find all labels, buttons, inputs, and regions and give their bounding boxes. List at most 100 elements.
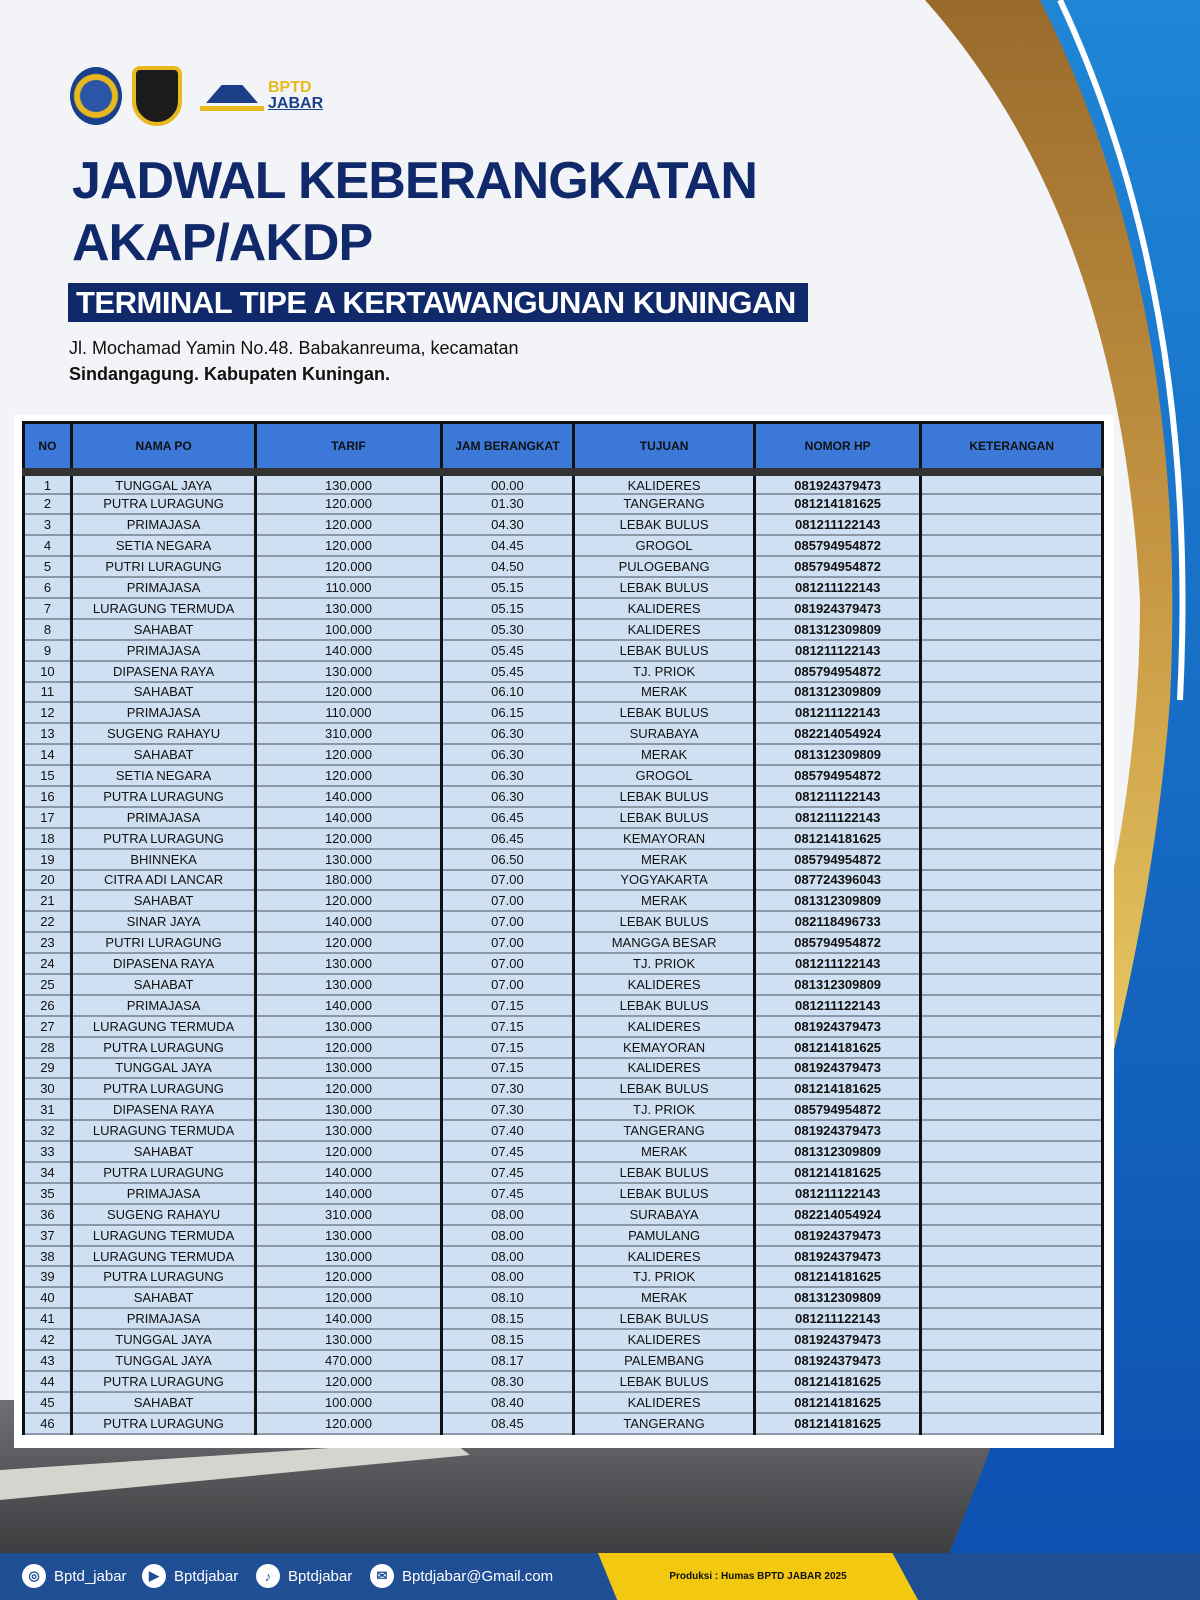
remarks-cell bbox=[919, 1350, 1104, 1372]
row-number-cell: 32 bbox=[22, 1120, 73, 1143]
logo-group: BPTD JABAR bbox=[70, 66, 323, 126]
schedule-table-panel: NO NAMA PO TARIF JAM BERANGKAT TUJUAN NOMOR H… bbox=[14, 415, 1114, 1448]
remarks-cell bbox=[919, 1036, 1104, 1059]
remarks-cell bbox=[919, 1391, 1104, 1414]
remarks-cell bbox=[919, 702, 1104, 725]
bus-company-cell: SUGENG RAHAYU bbox=[69, 723, 258, 746]
phone-number-cell: 081214181625 bbox=[752, 1412, 923, 1435]
remarks-cell bbox=[919, 681, 1104, 704]
remarks-cell bbox=[919, 1141, 1104, 1163]
social-link[interactable]: ◎ Bptd_jabar bbox=[22, 1564, 127, 1588]
destination-cell: KEMAYORAN bbox=[572, 827, 756, 850]
fare-cell: 120.000 bbox=[254, 514, 443, 537]
table-row: 21 SAHABAT 120.000 07.00 MERAK 081312309809 bbox=[22, 890, 1104, 913]
instagram-icon: ◎ bbox=[22, 1564, 46, 1588]
destination-cell: LEBAK BULUS bbox=[572, 1308, 756, 1331]
remarks-cell bbox=[919, 1245, 1104, 1268]
bus-company-cell: PRIMAJASA bbox=[69, 1308, 258, 1331]
column-header: NOMOR HP bbox=[752, 421, 923, 476]
table-row: 2 PUTRA LURAGUNG 120.000 01.30 TANGERANG 0812… bbox=[22, 493, 1104, 516]
remarks-cell bbox=[919, 471, 1104, 495]
departure-time-cell: 08.00 bbox=[439, 1203, 576, 1226]
phone-number-cell: 081924379473 bbox=[752, 597, 923, 620]
remarks-cell bbox=[919, 660, 1104, 683]
bus-company-cell: SAHABAT bbox=[69, 681, 258, 704]
phone-number-cell: 081924379473 bbox=[752, 1224, 923, 1247]
destination-cell: KEMAYORAN bbox=[572, 1036, 756, 1059]
row-number-cell: 9 bbox=[22, 639, 73, 662]
row-number-cell: 13 bbox=[22, 723, 73, 746]
row-number-cell: 1 bbox=[22, 471, 73, 495]
row-number-cell: 43 bbox=[22, 1350, 73, 1372]
bus-company-cell: PUTRI LURAGUNG bbox=[69, 556, 258, 579]
departure-time-cell: 07.00 bbox=[439, 973, 576, 996]
column-header: KETERANGAN bbox=[919, 421, 1104, 476]
destination-cell: KALIDERES bbox=[572, 1245, 756, 1268]
fare-cell: 180.000 bbox=[254, 869, 443, 892]
departure-time-cell: 01.30 bbox=[439, 493, 576, 516]
title-line-2: AKAP/AKDP bbox=[72, 214, 373, 272]
row-number-cell: 12 bbox=[22, 702, 73, 725]
table-row: 17 PRIMAJASA 140.000 06.45 LEBAK BULUS 081211… bbox=[22, 806, 1104, 829]
destination-cell: KALIDERES bbox=[572, 1329, 756, 1352]
phone-number-cell: 081312309809 bbox=[752, 744, 923, 767]
social-link[interactable]: ♪ Bptdjabar bbox=[256, 1564, 352, 1588]
row-number-cell: 19 bbox=[22, 848, 73, 871]
bus-company-cell: SAHABAT bbox=[69, 744, 258, 767]
social-link[interactable]: ✉ Bptdjabar@Gmail.com bbox=[370, 1564, 553, 1588]
departure-time-cell: 07.40 bbox=[439, 1120, 576, 1143]
remarks-cell bbox=[919, 1266, 1104, 1289]
row-number-cell: 30 bbox=[22, 1078, 73, 1101]
remarks-cell bbox=[919, 953, 1104, 975]
destination-cell: TJ. PRIOK bbox=[572, 660, 756, 683]
bus-company-cell: TUNGGAL JAYA bbox=[69, 471, 258, 495]
row-number-cell: 37 bbox=[22, 1224, 73, 1247]
terminal-icon bbox=[200, 81, 264, 111]
table-row: 6 PRIMAJASA 110.000 05.15 LEBAK BULUS 0812111… bbox=[22, 577, 1104, 599]
phone-number-cell: 081924379473 bbox=[752, 1245, 923, 1268]
page-title: JADWAL KEBERANGKATAN AKAP/AKDP bbox=[72, 150, 758, 274]
schedule-table: NO NAMA PO TARIF JAM BERANGKAT TUJUAN NOMOR H… bbox=[22, 421, 1104, 1435]
row-number-cell: 40 bbox=[22, 1287, 73, 1310]
table-row: 4 SETIA NEGARA 120.000 04.45 GROGOL 085794954… bbox=[22, 535, 1104, 558]
fare-cell: 130.000 bbox=[254, 953, 443, 975]
table-row: 14 SAHABAT 120.000 06.30 MERAK 081312309809 bbox=[22, 744, 1104, 767]
fare-cell: 120.000 bbox=[254, 1370, 443, 1393]
phone-number-cell: 081312309809 bbox=[752, 681, 923, 704]
fare-cell: 120.000 bbox=[254, 827, 443, 850]
table-row: 11 SAHABAT 120.000 06.10 MERAK 081312309809 bbox=[22, 681, 1104, 704]
fare-cell: 120.000 bbox=[254, 1036, 443, 1059]
table-row: 33 SAHABAT 120.000 07.45 MERAK 081312309809 bbox=[22, 1141, 1104, 1163]
bus-company-cell: LURAGUNG TERMUDA bbox=[69, 1015, 258, 1038]
table-row: 36 SUGENG RAHAYU 310.000 08.00 SURABAYA 08221… bbox=[22, 1203, 1104, 1226]
destination-cell: LEBAK BULUS bbox=[572, 702, 756, 725]
table-row: 20 CITRA ADI LANCAR 180.000 07.00 YOGYAKARTA… bbox=[22, 869, 1104, 892]
remarks-cell bbox=[919, 1162, 1104, 1184]
destination-cell: KALIDERES bbox=[572, 1057, 756, 1080]
fare-cell: 120.000 bbox=[254, 765, 443, 787]
destination-cell: MERAK bbox=[572, 1287, 756, 1310]
remarks-cell bbox=[919, 869, 1104, 892]
departure-time-cell: 05.15 bbox=[439, 597, 576, 620]
bus-company-cell: LURAGUNG TERMUDA bbox=[69, 1224, 258, 1247]
table-row: 40 SAHABAT 120.000 08.10 MERAK 081312309809 bbox=[22, 1287, 1104, 1310]
destination-cell: SURABAYA bbox=[572, 1203, 756, 1226]
remarks-cell bbox=[919, 639, 1104, 662]
destination-cell: KALIDERES bbox=[572, 973, 756, 996]
departure-time-cell: 07.45 bbox=[439, 1162, 576, 1184]
social-link[interactable]: ▶ Bptdjabar bbox=[142, 1564, 238, 1588]
phone-number-cell: 085794954872 bbox=[752, 848, 923, 871]
destination-cell: MERAK bbox=[572, 890, 756, 913]
fare-cell: 100.000 bbox=[254, 1391, 443, 1414]
row-number-cell: 46 bbox=[22, 1412, 73, 1435]
departure-time-cell: 04.45 bbox=[439, 535, 576, 558]
remarks-cell bbox=[919, 493, 1104, 516]
phone-number-cell: 081924379473 bbox=[752, 1350, 923, 1372]
destination-cell: LEBAK BULUS bbox=[572, 1370, 756, 1393]
destination-cell: GROGOL bbox=[572, 535, 756, 558]
bus-company-cell: PUTRA LURAGUNG bbox=[69, 827, 258, 850]
ministry-logo bbox=[70, 67, 122, 125]
bus-company-cell: SAHABAT bbox=[69, 1391, 258, 1414]
column-header: TARIF bbox=[254, 421, 443, 476]
bus-company-cell: SETIA NEGARA bbox=[69, 765, 258, 787]
